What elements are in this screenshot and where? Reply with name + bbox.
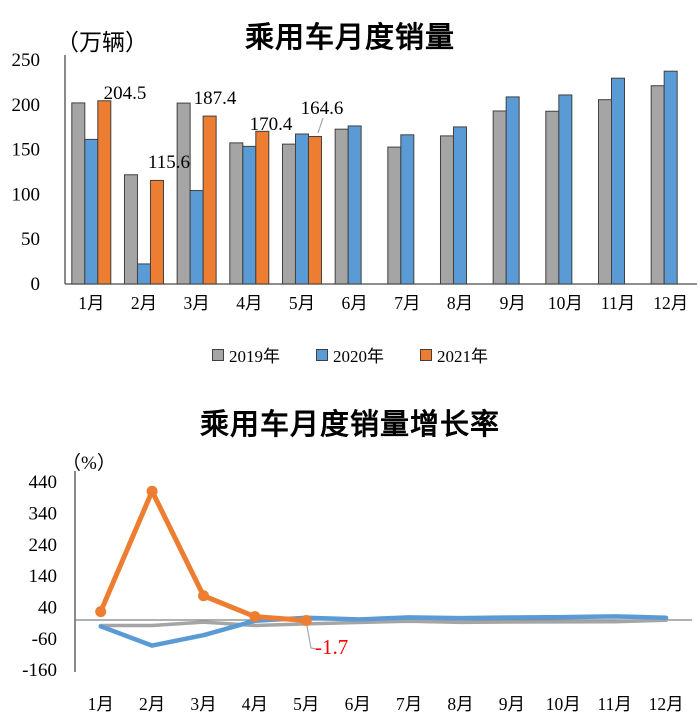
bar-2019年-2月 bbox=[123, 174, 138, 285]
bar-2019年-9月 bbox=[492, 110, 507, 285]
bar-2020年-4月 bbox=[242, 145, 257, 285]
data-point-marker-2021年-5月 bbox=[300, 615, 312, 627]
bar-2021年-2月 bbox=[149, 179, 164, 285]
bar-chart-y-tick-label: 150 bbox=[12, 140, 41, 161]
line-chart-x-axis-label: 8月 bbox=[447, 694, 473, 714]
bar-value-label: 204.5 bbox=[104, 83, 147, 104]
bar-chart-x-axis-label: 6月 bbox=[342, 293, 368, 313]
line-chart-x-axis-label: 12月 bbox=[649, 694, 684, 714]
line-chart-x-axis-label: 2月 bbox=[139, 694, 165, 714]
bar-chart-x-axis-label: 9月 bbox=[500, 293, 526, 313]
bar-value-label: 115.6 bbox=[148, 152, 190, 173]
bar-2020年-9月 bbox=[505, 96, 520, 285]
bar-2021年-1月 bbox=[97, 100, 112, 285]
bar-2019年-6月 bbox=[334, 128, 349, 285]
line-chart-x-axis-label: 5月 bbox=[293, 694, 319, 714]
bar-value-label: 187.4 bbox=[194, 88, 237, 109]
bar-chart-x-axis-label: 4月 bbox=[236, 293, 262, 313]
bar-chart-y-tick-label: 50 bbox=[21, 229, 40, 250]
bar-chart-x-axis-label: 10月 bbox=[548, 293, 583, 313]
bar-chart-x-axis-label: 3月 bbox=[184, 293, 210, 313]
bar-2019年-10月 bbox=[545, 110, 560, 285]
bar-2019年-3月 bbox=[176, 102, 191, 285]
bar-2020年-7月 bbox=[400, 134, 415, 285]
line-chart-x-axis-label: 9月 bbox=[499, 694, 525, 714]
annotation-leader-line bbox=[306, 625, 317, 650]
bar-value-label: 164.6 bbox=[301, 98, 344, 119]
line-chart-x-axis-label: 7月 bbox=[396, 694, 422, 714]
bar-2021年-4月 bbox=[255, 130, 270, 285]
line-chart-y-tick-label: 340 bbox=[29, 503, 58, 524]
line-chart-y-tick-label: 140 bbox=[29, 566, 58, 587]
bar-2020年-10月 bbox=[558, 94, 573, 285]
growth-line-2020年 bbox=[98, 614, 669, 648]
bar-chart-x-axis-label: 2月 bbox=[131, 293, 157, 313]
bar-2019年-12月 bbox=[650, 85, 665, 285]
bar-chart-x-axis-label: 1月 bbox=[78, 293, 104, 313]
data-point-marker-2021年-3月 bbox=[198, 590, 209, 602]
bar-2019年-7月 bbox=[387, 146, 402, 285]
bar-chart-y-tick-label: 200 bbox=[12, 95, 41, 116]
data-point-marker-2021年-1月 bbox=[95, 606, 107, 618]
bar-chart-x-axis-label: 12月 bbox=[653, 293, 688, 313]
bar-2019年-1月 bbox=[71, 102, 86, 285]
bar-2020年-11月 bbox=[611, 77, 625, 285]
bar-chart-y-tick-label: 100 bbox=[12, 184, 41, 205]
bar-2019年-8月 bbox=[439, 135, 454, 285]
bar-chart-x-axis-label: 11月 bbox=[601, 293, 635, 313]
bar-chart-x-axis-label: 7月 bbox=[394, 293, 420, 313]
bar-2020年-1月 bbox=[84, 138, 99, 285]
bar-chart-y-tick-label: 250 bbox=[12, 50, 41, 71]
line-chart-y-tick-label: -60 bbox=[32, 629, 57, 650]
line-chart-x-axis-label: 10月 bbox=[546, 694, 581, 714]
bar-2020年-3月 bbox=[189, 190, 204, 285]
line-chart-x-axis-label: 11月 bbox=[598, 694, 632, 714]
data-point-marker-2021年-4月 bbox=[249, 611, 261, 623]
line-chart-x-axis-label: 3月 bbox=[190, 694, 216, 714]
line-chart-x-axis-label: 6月 bbox=[345, 694, 371, 714]
bar-2020年-6月 bbox=[347, 125, 362, 285]
line-chart-x-axis-label: 1月 bbox=[88, 694, 114, 714]
bar-2020年-8月 bbox=[452, 126, 467, 285]
line-chart-y-tick-label: -160 bbox=[22, 660, 57, 681]
bar-2020年-12月 bbox=[663, 70, 678, 285]
bar-value-label: 170.4 bbox=[250, 114, 293, 135]
bar-2021年-3月 bbox=[202, 115, 217, 285]
bar-chart-x-axis-label: 5月 bbox=[289, 293, 315, 313]
bar-2020年-2月 bbox=[136, 263, 151, 285]
bar-chart-y-tick-label: 0 bbox=[31, 274, 41, 295]
bar-2020年-5月 bbox=[294, 133, 309, 285]
value-label-leader-line bbox=[317, 117, 324, 134]
bar-2019年-5月 bbox=[281, 143, 296, 285]
bar-2019年-4月 bbox=[229, 142, 244, 285]
line-chart-y-tick-label: 440 bbox=[29, 472, 58, 493]
bar-2019年-11月 bbox=[598, 99, 612, 285]
data-point-marker-2021年-2月 bbox=[146, 485, 158, 497]
growth-line-2019年 bbox=[98, 618, 668, 628]
bar-2021年-5月 bbox=[307, 136, 322, 285]
bar-chart-x-axis-label: 8月 bbox=[447, 293, 473, 313]
line-chart-x-axis-label: 4月 bbox=[242, 694, 268, 714]
line-chart-y-tick-label: 240 bbox=[29, 535, 58, 556]
line-chart-y-tick-label: 40 bbox=[38, 597, 57, 618]
